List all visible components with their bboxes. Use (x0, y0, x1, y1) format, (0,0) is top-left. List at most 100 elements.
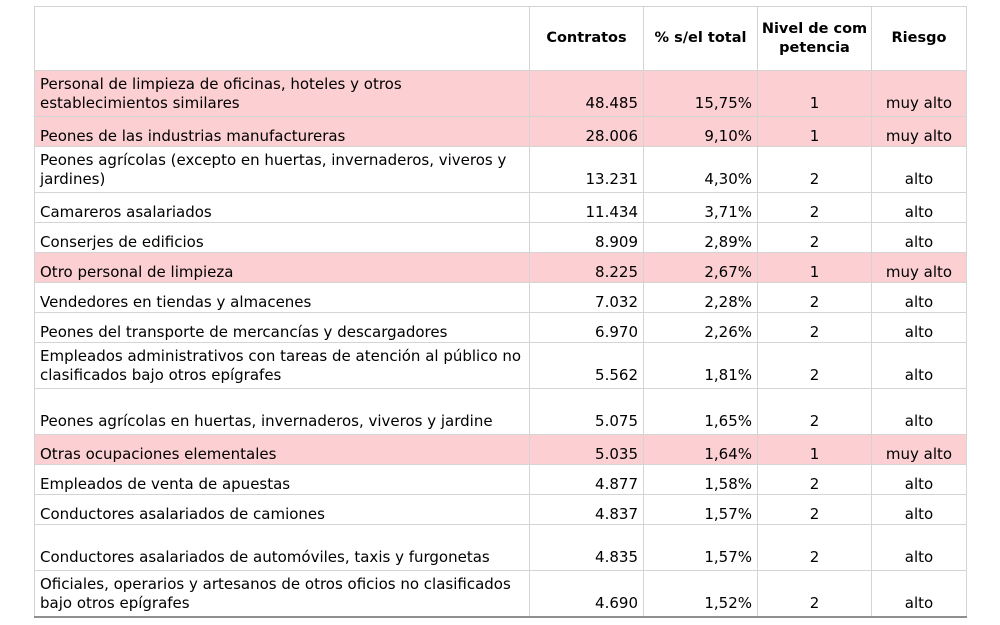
risk-cell: muy alto (871, 434, 967, 465)
level-cell: 2 (757, 222, 872, 253)
contracts-cell: 5.035 (529, 434, 644, 465)
table-row: Peones del transporte de mercancías y de… (34, 312, 967, 343)
table-row: Peones agrícolas (excepto en huertas, in… (34, 146, 967, 193)
percent-cell: 4,30% (643, 146, 758, 193)
occupations-table: Contratos % s/el total Nivel de competen… (34, 6, 967, 618)
occupation-cell: Vendedores en tiendas y almacenes (34, 282, 530, 313)
risk-cell: alto (871, 222, 967, 253)
occupation-cell: Peones del transporte de mercancías y de… (34, 312, 530, 343)
occupation-cell: Peones agrícolas (excepto en huertas, in… (34, 146, 530, 193)
contracts-cell: 5.562 (529, 342, 644, 389)
contracts-cell: 6.970 (529, 312, 644, 343)
occupation-cell: Empleados administrativos con tareas de … (34, 342, 530, 389)
level-cell: 1 (757, 70, 872, 117)
table-row: Personal de limpieza de oficinas, hotele… (34, 70, 967, 117)
table-body: Personal de limpieza de oficinas, hotele… (34, 70, 967, 618)
level-cell: 1 (757, 434, 872, 465)
risk-cell: alto (871, 282, 967, 313)
contracts-cell: 8.225 (529, 252, 644, 283)
table-row: Empleados administrativos con tareas de … (34, 342, 967, 389)
occupation-cell: Empleados de venta de apuestas (34, 464, 530, 495)
risk-cell: alto (871, 388, 967, 435)
percent-cell: 2,26% (643, 312, 758, 343)
occupation-cell: Peones agrícolas en huertas, invernadero… (34, 388, 530, 435)
table-header: Contratos % s/el total Nivel de competen… (34, 6, 967, 71)
occupation-cell: Camareros asalariados (34, 192, 530, 223)
table-row: Empleados de venta de apuestas 4.877 1,58%… (34, 464, 967, 495)
contracts-cell: 11.434 (529, 192, 644, 223)
table-row: Peones agrícolas en huertas, invernadero… (34, 388, 967, 435)
table-row: Vendedores en tiendas y almacenes 7.032 2,… (34, 282, 967, 313)
occupation-cell: Personal de limpieza de oficinas, hotele… (34, 70, 530, 117)
percent-cell: 2,67% (643, 252, 758, 283)
level-cell: 2 (757, 312, 872, 343)
level-cell: 2 (757, 494, 872, 525)
risk-cell: alto (871, 494, 967, 525)
risk-cell: alto (871, 342, 967, 389)
percent-cell: 1,57% (643, 524, 758, 571)
header-level: Nivel de competencia (757, 6, 872, 71)
level-cell: 1 (757, 252, 872, 283)
contracts-cell: 28.006 (529, 116, 644, 147)
percent-cell: 15,75% (643, 70, 758, 117)
occupation-cell: Oficiales, operarios y artesanos de otro… (34, 570, 530, 618)
contracts-cell: 4.690 (529, 570, 644, 618)
level-cell: 2 (757, 524, 872, 571)
contracts-cell: 7.032 (529, 282, 644, 313)
level-cell: 2 (757, 146, 872, 193)
level-cell: 2 (757, 342, 872, 389)
risk-cell: alto (871, 312, 967, 343)
occupation-cell: Conductores asalariados de automóviles, … (34, 524, 530, 571)
contracts-cell: 13.231 (529, 146, 644, 193)
table-row: Conductores asalariados de camiones 4.837… (34, 494, 967, 525)
risk-cell: muy alto (871, 116, 967, 147)
table-row: Conserjes de edificios 8.909 2,89% 2 alto (34, 222, 967, 253)
risk-cell: alto (871, 146, 967, 193)
table-row: Conductores asalariados de automóviles, … (34, 524, 967, 571)
table-row: Peones de las industrias manufactureras 2… (34, 116, 967, 147)
percent-cell: 2,28% (643, 282, 758, 313)
table-row: Camareros asalariados 11.434 3,71% 2 alto (34, 192, 967, 223)
occupation-cell: Peones de las industrias manufactureras (34, 116, 530, 147)
level-cell: 1 (757, 116, 872, 147)
percent-cell: 9,10% (643, 116, 758, 147)
contracts-cell: 4.877 (529, 464, 644, 495)
risk-cell: alto (871, 570, 967, 618)
contracts-cell: 48.485 (529, 70, 644, 117)
level-cell: 2 (757, 282, 872, 313)
percent-cell: 1,58% (643, 464, 758, 495)
risk-cell: alto (871, 192, 967, 223)
table-row: Otro personal de limpieza 8.225 2,67% 1 muy … (34, 252, 967, 283)
occupation-cell: Otras ocupaciones elementales (34, 434, 530, 465)
header-percent: % s/el total (643, 6, 758, 71)
level-cell: 2 (757, 388, 872, 435)
contracts-cell: 4.835 (529, 524, 644, 571)
percent-cell: 1,65% (643, 388, 758, 435)
occupations-table-container: Contratos % s/el total Nivel de competen… (34, 6, 967, 618)
level-cell: 2 (757, 570, 872, 618)
percent-cell: 2,89% (643, 222, 758, 253)
header-row: Contratos % s/el total Nivel de competen… (34, 6, 967, 71)
contracts-cell: 5.075 (529, 388, 644, 435)
risk-cell: muy alto (871, 70, 967, 117)
level-cell: 2 (757, 464, 872, 495)
level-cell: 2 (757, 192, 872, 223)
occupation-cell: Conductores asalariados de camiones (34, 494, 530, 525)
risk-cell: alto (871, 464, 967, 495)
percent-cell: 1,57% (643, 494, 758, 525)
risk-cell: muy alto (871, 252, 967, 283)
header-occupation (34, 6, 530, 71)
percent-cell: 1,52% (643, 570, 758, 618)
header-contracts: Contratos (529, 6, 644, 71)
contracts-cell: 4.837 (529, 494, 644, 525)
occupation-cell: Otro personal de limpieza (34, 252, 530, 283)
percent-cell: 1,81% (643, 342, 758, 389)
risk-cell: alto (871, 524, 967, 571)
percent-cell: 1,64% (643, 434, 758, 465)
table-row: Otras ocupaciones elementales 5.035 1,64% 1… (34, 434, 967, 465)
percent-cell: 3,71% (643, 192, 758, 223)
header-risk: Riesgo (871, 6, 967, 71)
table-row: Oficiales, operarios y artesanos de otro… (34, 570, 967, 618)
occupation-cell: Conserjes de edificios (34, 222, 530, 253)
contracts-cell: 8.909 (529, 222, 644, 253)
